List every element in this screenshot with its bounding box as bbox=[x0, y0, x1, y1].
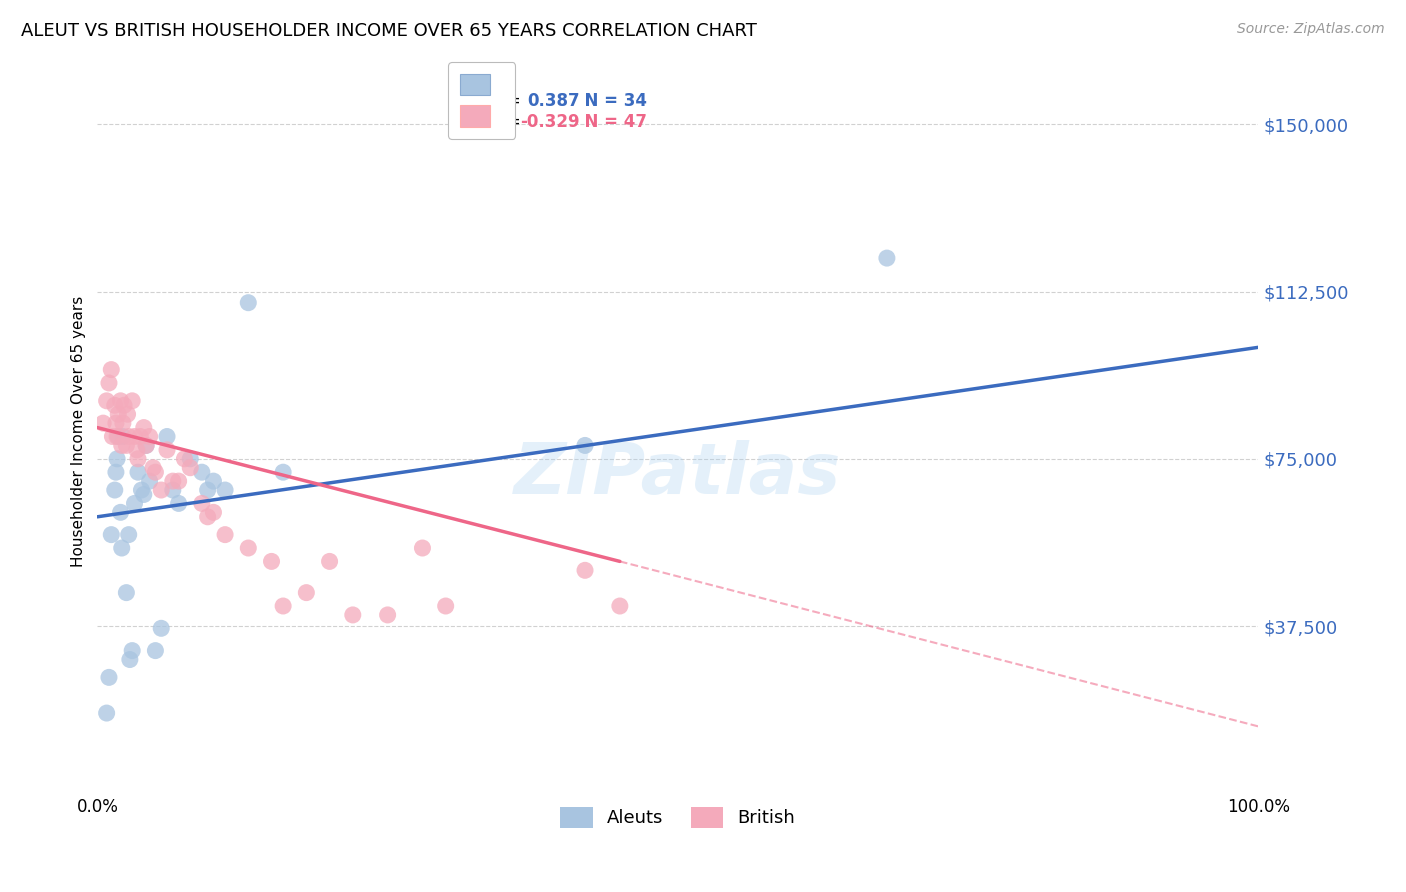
Point bbox=[127, 451, 149, 466]
Point bbox=[135, 438, 157, 452]
Point bbox=[104, 483, 127, 497]
Point bbox=[111, 429, 134, 443]
Point bbox=[342, 607, 364, 622]
Point bbox=[156, 429, 179, 443]
Point bbox=[107, 429, 129, 443]
Point bbox=[135, 438, 157, 452]
Point bbox=[132, 420, 155, 434]
Point bbox=[162, 474, 184, 488]
Point bbox=[127, 465, 149, 479]
Point bbox=[121, 393, 143, 408]
Point bbox=[574, 438, 596, 452]
Point bbox=[202, 505, 225, 519]
Point bbox=[173, 451, 195, 466]
Point bbox=[609, 599, 631, 613]
Point bbox=[138, 429, 160, 443]
Point bbox=[142, 460, 165, 475]
Text: Source: ZipAtlas.com: Source: ZipAtlas.com bbox=[1237, 22, 1385, 37]
Point bbox=[150, 483, 173, 497]
Point bbox=[117, 407, 139, 421]
Point bbox=[110, 505, 132, 519]
Text: ZIPatlas: ZIPatlas bbox=[515, 440, 842, 509]
Point bbox=[238, 295, 260, 310]
Point bbox=[162, 483, 184, 497]
Point bbox=[260, 554, 283, 568]
Point bbox=[104, 398, 127, 412]
Point bbox=[111, 541, 134, 555]
Point bbox=[145, 643, 167, 657]
Point bbox=[179, 460, 201, 475]
Text: 0.387: 0.387 bbox=[527, 92, 579, 110]
Point bbox=[111, 438, 134, 452]
Point bbox=[191, 465, 214, 479]
Point bbox=[118, 429, 141, 443]
Point bbox=[104, 465, 127, 479]
Point bbox=[214, 527, 236, 541]
Point bbox=[111, 416, 134, 430]
Point bbox=[100, 362, 122, 376]
Point bbox=[124, 429, 146, 443]
Point bbox=[118, 527, 141, 541]
Point bbox=[107, 407, 129, 421]
Point bbox=[574, 563, 596, 577]
Point bbox=[318, 554, 340, 568]
Point bbox=[105, 429, 128, 443]
Text: N = 47: N = 47 bbox=[574, 113, 647, 131]
Point bbox=[121, 643, 143, 657]
Point bbox=[202, 474, 225, 488]
Point bbox=[125, 442, 148, 457]
Text: R =: R = bbox=[489, 113, 526, 131]
Point bbox=[97, 670, 120, 684]
Legend: Aleuts, British: Aleuts, British bbox=[553, 800, 803, 835]
Text: N = 34: N = 34 bbox=[574, 92, 647, 110]
Point bbox=[105, 451, 128, 466]
Point bbox=[97, 376, 120, 390]
Point bbox=[91, 416, 114, 430]
Point bbox=[214, 483, 236, 497]
Point bbox=[876, 251, 898, 265]
Point bbox=[145, 465, 167, 479]
Point bbox=[104, 416, 127, 430]
Point bbox=[100, 527, 122, 541]
Point bbox=[238, 541, 260, 555]
Point bbox=[118, 652, 141, 666]
Point bbox=[112, 398, 135, 412]
Point bbox=[96, 393, 118, 408]
Point bbox=[115, 585, 138, 599]
Point bbox=[411, 541, 433, 555]
Point bbox=[110, 393, 132, 408]
Text: ALEUT VS BRITISH HOUSEHOLDER INCOME OVER 65 YEARS CORRELATION CHART: ALEUT VS BRITISH HOUSEHOLDER INCOME OVER… bbox=[21, 22, 756, 40]
Point bbox=[132, 487, 155, 501]
Text: R =: R = bbox=[489, 92, 531, 110]
Point bbox=[129, 429, 152, 443]
Point bbox=[115, 438, 138, 452]
Point bbox=[434, 599, 457, 613]
Point bbox=[167, 474, 190, 488]
Point bbox=[131, 483, 153, 497]
Point bbox=[197, 509, 219, 524]
Point bbox=[191, 496, 214, 510]
Y-axis label: Householder Income Over 65 years: Householder Income Over 65 years bbox=[72, 295, 86, 566]
Point bbox=[156, 442, 179, 457]
Point bbox=[197, 483, 219, 497]
Point bbox=[138, 474, 160, 488]
Point bbox=[271, 599, 294, 613]
Point bbox=[150, 621, 173, 635]
Point bbox=[167, 496, 190, 510]
Text: -0.329: -0.329 bbox=[520, 113, 579, 131]
Point bbox=[377, 607, 399, 622]
Point bbox=[271, 465, 294, 479]
Point bbox=[96, 706, 118, 720]
Point bbox=[124, 496, 146, 510]
Point bbox=[101, 429, 124, 443]
Point bbox=[179, 451, 201, 466]
Point bbox=[295, 585, 318, 599]
